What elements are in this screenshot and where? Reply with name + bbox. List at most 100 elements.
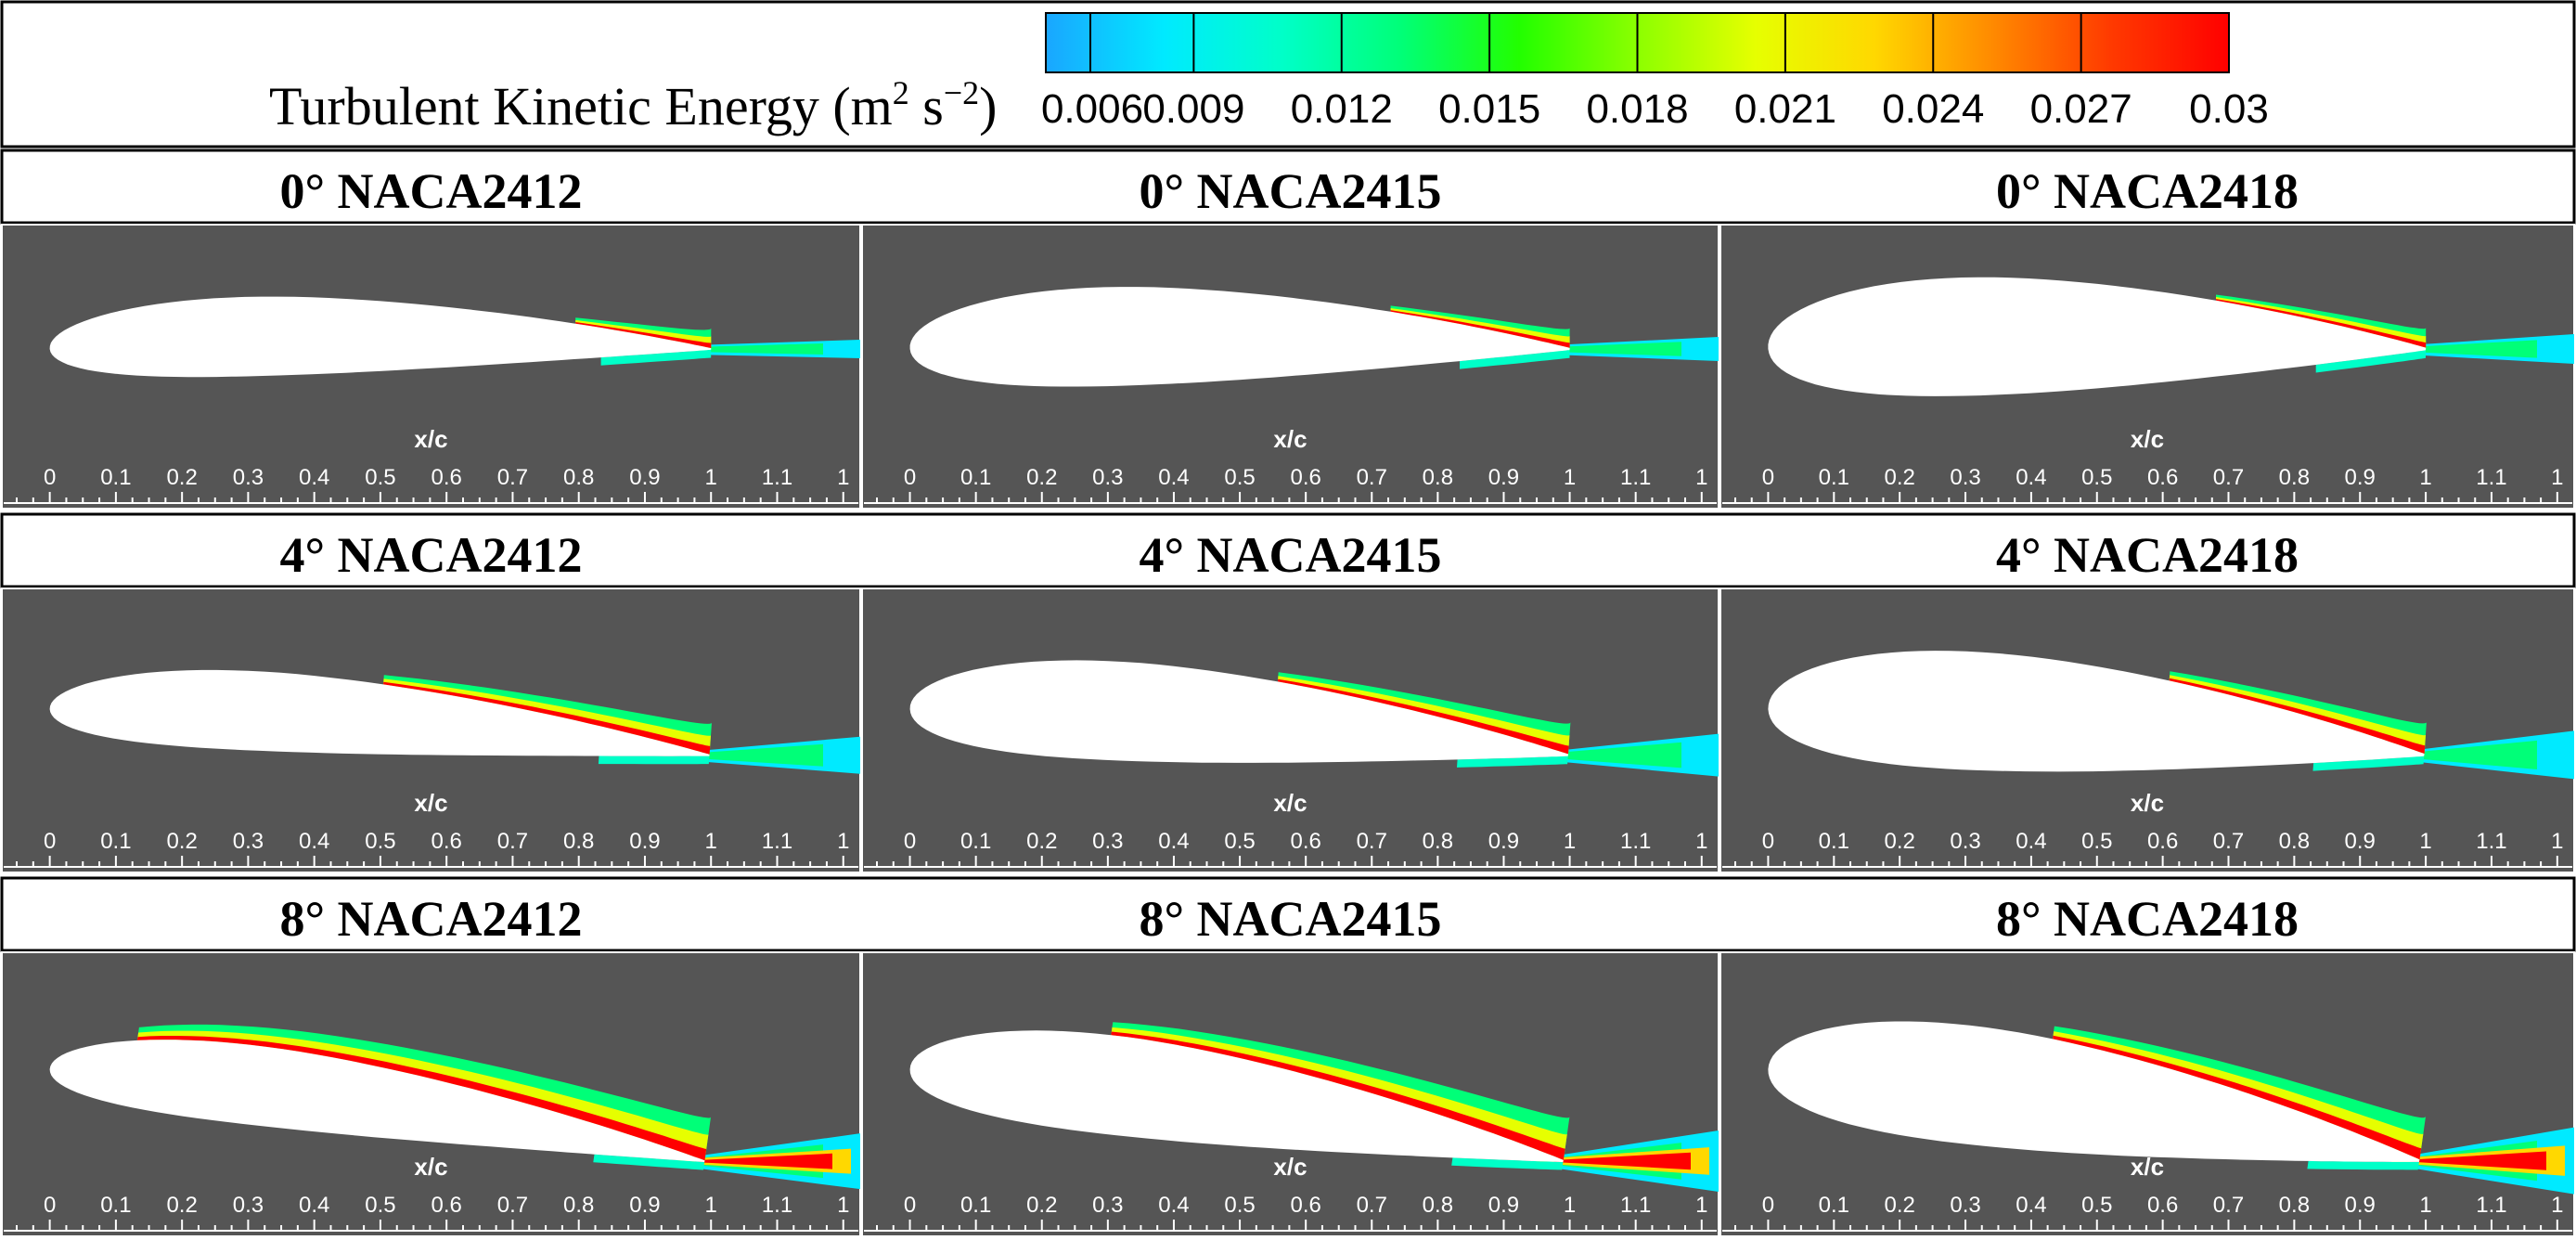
wake-region <box>676 1133 860 1190</box>
colorbar-tick-label: 0.021 <box>1734 86 1836 132</box>
x-tick-label: 0.3 <box>1950 1193 1980 1218</box>
x-tick-label: 0.6 <box>431 829 462 854</box>
x-tick-label: 0.9 <box>1488 829 1519 854</box>
airfoil-body <box>1768 1021 2420 1162</box>
x-tick-label: 0.2 <box>1884 1193 1914 1218</box>
x-tick-label: 0 <box>904 829 916 854</box>
wake-band-mid <box>1551 342 1681 356</box>
panel-title: 8° NACA2418 <box>1996 891 2299 947</box>
x-tick-label: 1.1 <box>762 829 792 854</box>
airfoil-body <box>49 669 710 756</box>
boundary-layer-band <box>575 322 712 349</box>
airfoil-body <box>49 1040 705 1163</box>
x-tick-label: 0.5 <box>365 829 395 854</box>
panel-title: 8° NACA2412 <box>279 891 582 947</box>
contour-panel: x/c 0 0.1 0.2 0.3 0.4 0.5 0.6 0.7 0.8 0.9 1 1.1 1 <box>1719 588 2575 873</box>
x-tick-label: 1 <box>2419 465 2431 490</box>
wake-region <box>1535 1130 1719 1192</box>
x-tick-label: 0.5 <box>1224 1193 1255 1218</box>
x-tick-label: 0.1 <box>960 1193 991 1218</box>
x-tick-label: 0.7 <box>1357 1193 1387 1218</box>
panel-title: 0° NACA2418 <box>1996 163 2299 219</box>
x-tick-label: 0.9 <box>2345 1193 2376 1218</box>
boundary-layer-band <box>2169 678 2426 755</box>
x-tick-label: 0.2 <box>1884 465 1914 490</box>
x-tick-label: 0.6 <box>431 465 462 490</box>
colorbar-title: Turbulent Kinetic Energy (m2 s−2) <box>269 74 997 136</box>
colorbar-tick-label: 0.018 <box>1586 86 1688 132</box>
x-tick-label: 0.2 <box>1026 1193 1057 1218</box>
x-tick-label: 0.4 <box>2016 1193 2046 1218</box>
x-tick-label: 1 <box>2551 1193 2563 1218</box>
title-strip <box>0 876 2576 952</box>
x-tick-label: 1 <box>1564 829 1576 854</box>
contour-panel: x/c 0 0.1 0.2 0.3 0.4 0.5 0.6 0.7 0.8 0.9 1 1.1 1 <box>1 224 861 510</box>
airfoil-body <box>909 660 1568 763</box>
x-tick-label: 0.3 <box>1950 465 1980 490</box>
colorbar-tick-label: 0.009 <box>1142 86 1244 132</box>
panel-title: 4° NACA2418 <box>1996 527 2299 583</box>
x-tick-label: 1.1 <box>1620 829 1651 854</box>
x-tick-label: 0.4 <box>299 829 329 854</box>
x-tick-label: 0.5 <box>2081 1193 2112 1218</box>
x-tick-label: 0.4 <box>1158 465 1189 490</box>
x-tick-label: 0.2 <box>1026 465 1057 490</box>
boundary-layer-band <box>2216 299 2427 348</box>
x-tick-label: 1 <box>1695 829 1707 854</box>
axis-label: x/c <box>2131 425 2164 453</box>
x-tick-label: 0.5 <box>2081 829 2112 854</box>
contour-panel: x/c 0 0.1 0.2 0.3 0.4 0.5 0.6 0.7 0.8 0.9 1 1.1 1 <box>861 224 1719 510</box>
x-tick-label: 1 <box>2419 1193 2431 1218</box>
wake-band-mid <box>692 343 823 355</box>
x-tick-label: 0.7 <box>1357 465 1387 490</box>
axis-label: x/c <box>414 425 447 453</box>
lower-surface-band <box>2315 350 2426 373</box>
x-tick-label: 0 <box>1762 829 1774 854</box>
x-tick-label: 0.2 <box>166 829 197 854</box>
x-tick-label: 0.1 <box>1819 829 1849 854</box>
x-tick-label: 1 <box>2551 465 2563 490</box>
x-tick-label: 0.8 <box>563 465 594 490</box>
x-tick-label: 0.8 <box>1423 829 1453 854</box>
panel-title: 8° NACA2415 <box>1139 891 1441 947</box>
x-tick-label: 0.8 <box>2279 465 2310 490</box>
x-tick-label: 0.4 <box>299 1193 329 1218</box>
x-tick-label: 0 <box>904 465 916 490</box>
wake-band-mid <box>1549 742 1681 769</box>
x-tick-label: 0.3 <box>233 1193 264 1218</box>
wake-region <box>1551 337 1719 361</box>
x-tick-label: 0 <box>1762 1193 1774 1218</box>
x-tick-label: 0.9 <box>629 1193 660 1218</box>
lower-surface-band <box>2307 1160 2419 1170</box>
lower-surface-band <box>1460 350 1570 369</box>
boundary-layer-band <box>1278 678 1569 755</box>
x-tick-label: 0.6 <box>1290 465 1320 490</box>
contour-panel: x/c 0 0.1 0.2 0.3 0.4 0.5 0.6 0.7 0.8 0.9 1 1.1 1 <box>1719 224 2575 510</box>
colorbar-tick-label: 0.015 <box>1438 86 1540 132</box>
axis-label: x/c <box>2131 789 2164 817</box>
x-tick-label: 0.9 <box>2345 829 2376 854</box>
x-tick-label: 1.1 <box>2476 1193 2506 1218</box>
x-tick-label: 1.1 <box>1620 1193 1651 1218</box>
panel-title: 0° NACA2412 <box>279 163 582 219</box>
x-tick-label: 0.7 <box>497 829 528 854</box>
x-tick-label: 1 <box>837 829 849 854</box>
contour-panel: x/c 0 0.1 0.2 0.3 0.4 0.5 0.6 0.7 0.8 0.9 1 1.1 1 <box>1719 951 2575 1237</box>
airfoil-body <box>909 1030 1564 1163</box>
x-tick-label: 1 <box>1695 465 1707 490</box>
wake-band-core <box>1553 1152 1691 1170</box>
x-tick-label: 0 <box>1762 465 1774 490</box>
x-tick-label: 0.8 <box>1423 465 1453 490</box>
x-tick-label: 0.8 <box>563 829 594 854</box>
wake-region <box>692 340 860 358</box>
axis-label: x/c <box>2131 1153 2164 1181</box>
x-tick-label: 0.5 <box>1224 829 1255 854</box>
x-tick-label: 0.9 <box>629 829 660 854</box>
x-tick-label: 1 <box>705 465 717 490</box>
colorbar-legend: Turbulent Kinetic Energy (m2 s−2) 0.006 0… <box>0 0 2576 149</box>
x-tick-label: 1.1 <box>762 465 792 490</box>
wake-band-core <box>2410 1151 2546 1170</box>
wake-region <box>1549 733 1719 777</box>
wake-band-mid <box>2407 340 2537 358</box>
x-tick-label: 1 <box>2551 829 2563 854</box>
